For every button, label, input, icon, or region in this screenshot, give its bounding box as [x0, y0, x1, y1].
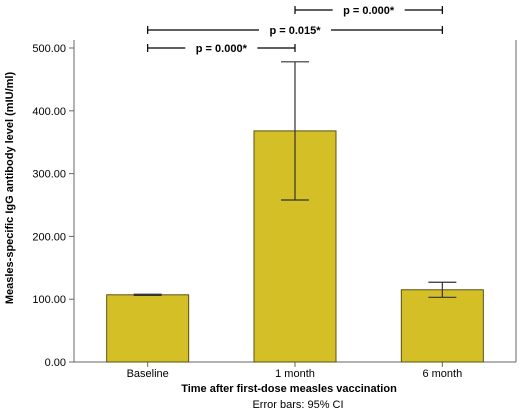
bar: [106, 294, 190, 363]
x-axis: Baseline 1 month 6 month: [74, 361, 516, 380]
error-bar-note: Error bars: 95% CI: [252, 399, 343, 410]
error-bars: [133, 61, 457, 298]
y-tick-label: 300.00: [32, 169, 66, 181]
x-tick-label: 6 month: [422, 368, 462, 380]
x-tick-label: Baseline: [127, 368, 169, 380]
y-axis: 0.00 100.00 200.00 300.00 400.00 500.00: [32, 40, 517, 369]
y-tick-label: 0.00: [45, 357, 66, 369]
x-axis-title: Time after first-dose measles vaccinatio…: [181, 383, 397, 395]
p-value-label: p = 0.000*: [196, 43, 248, 55]
significance-brackets: p = 0.000* p = 0.015* p = 0.000*: [147, 5, 443, 55]
p-value-label: p = 0.015*: [269, 25, 321, 37]
x-tick-label: 1 month: [275, 368, 315, 380]
y-axis-title: Measles-specific IgG antibody level (mIU…: [4, 72, 16, 305]
bar: [400, 289, 484, 363]
y-tick-label: 500.00: [32, 43, 66, 55]
p-value-label: p = 0.000*: [343, 5, 395, 17]
y-tick-label: 100.00: [32, 294, 66, 306]
y-tick-label: 400.00: [32, 106, 66, 118]
y-tick-label: 200.00: [32, 231, 66, 243]
